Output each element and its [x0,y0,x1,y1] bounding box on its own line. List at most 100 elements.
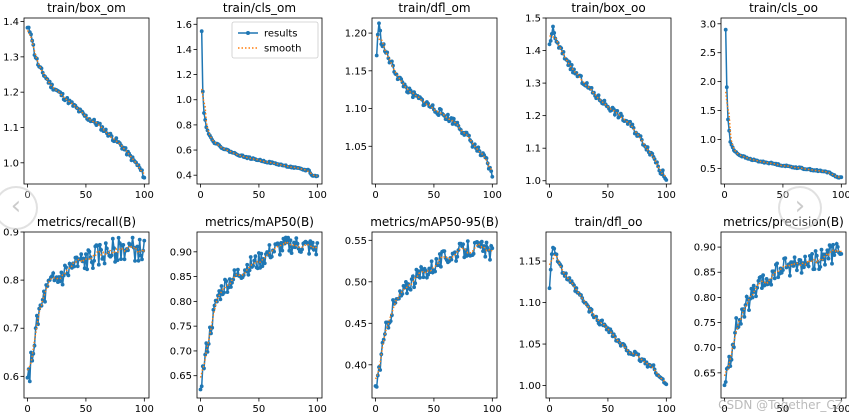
results-point [412,285,416,290]
results-point [798,258,803,262]
results-point [112,246,116,251]
plot-area [547,24,669,182]
results-point [227,277,232,281]
results-point [224,279,229,284]
results-point [568,67,573,72]
results-point [564,271,568,276]
results-point [142,175,147,180]
results-point [723,380,728,384]
y-tick-label: 1.0 [3,158,19,169]
results-point [300,247,304,252]
previous-image-button[interactable]: ‹ [0,186,38,230]
y-tick-label: 1.4 [176,45,192,56]
axes-frame [196,231,323,399]
results-point [810,252,814,256]
results-point [267,243,272,247]
y-tick-label: 0.7 [3,324,19,335]
results-point [27,379,32,384]
plot-area [723,27,844,180]
results-point [761,273,765,278]
plot-area [373,239,495,389]
y-tick-label: 0.70 [170,346,192,357]
results-point [597,322,602,327]
results-point [812,267,817,271]
x-tick-label: 0 [372,404,378,414]
y-tick-label: 3.0 [700,19,716,30]
results-point [488,257,492,262]
results-point [589,86,594,90]
y-tick-label: 1.2 [3,88,19,99]
results-point [202,366,206,371]
results-point [61,273,66,278]
results-point [29,32,33,37]
results-point [484,240,489,245]
results-point [105,246,109,251]
results-point [199,29,204,34]
results-point [636,352,641,357]
results-line [199,237,319,390]
smooth-line [374,242,493,380]
y-tick-label: 1.1 [525,144,541,155]
results-point [727,128,732,133]
results-point [574,286,579,290]
results-point [122,257,127,262]
results-point [60,282,65,287]
x-tick-label: 50 [777,404,790,414]
results-point [91,266,95,270]
results-point [103,127,108,132]
results-point [219,284,224,288]
y-tick-label: 1.0 [176,95,192,106]
results-point [561,50,566,54]
plot-area [547,245,669,387]
results-point [262,261,267,266]
results-point [72,264,77,269]
results-point [613,112,617,117]
axes-frame [545,231,672,399]
axes-frame [720,231,847,399]
results-point [121,243,126,247]
results-point [230,280,234,285]
next-image-button[interactable]: › [778,186,822,230]
y-tick-label: 1.20 [345,29,367,40]
results-point [549,252,554,256]
results-point [819,247,824,252]
watermark: CSDN @Together_CZ [718,398,843,412]
subplot-7: metrics/mAP50(B) 0 50 100 0.65 0.70 0.75 0.80 0.… [170,215,327,414]
results-point [749,286,754,291]
results-point [92,258,96,263]
results-point [430,103,435,108]
x-tick-label: 50 [253,404,266,414]
results-point [548,267,553,272]
results-point [114,252,119,256]
y-tick-label: 0.85 [170,272,192,283]
results-point [307,251,311,256]
results-point [664,178,669,182]
results-point [306,241,310,246]
results-point [391,63,395,68]
results-point [378,28,383,33]
results-point [490,174,495,179]
results-point [825,248,830,253]
results-point [87,249,92,254]
legend: results smooth [231,21,319,59]
results-point [81,256,86,261]
results-point [442,249,447,254]
y-tick-label: 0.50 [345,277,367,288]
results-point [776,275,781,280]
x-tick-label: 0 [546,190,552,201]
results-point [642,357,646,362]
x-tick-label: 50 [80,190,93,201]
results-point [142,238,147,243]
results-point [781,268,785,272]
x-tick-label: 0 [721,404,727,414]
results-point [377,365,381,369]
results-point [482,244,486,248]
results-point [405,291,409,296]
results-point [839,175,844,180]
results-point [51,271,56,275]
axes-frame [196,17,323,185]
results-point [467,133,471,138]
results-point [114,136,119,141]
results-point [423,268,428,273]
results-point [133,259,137,263]
